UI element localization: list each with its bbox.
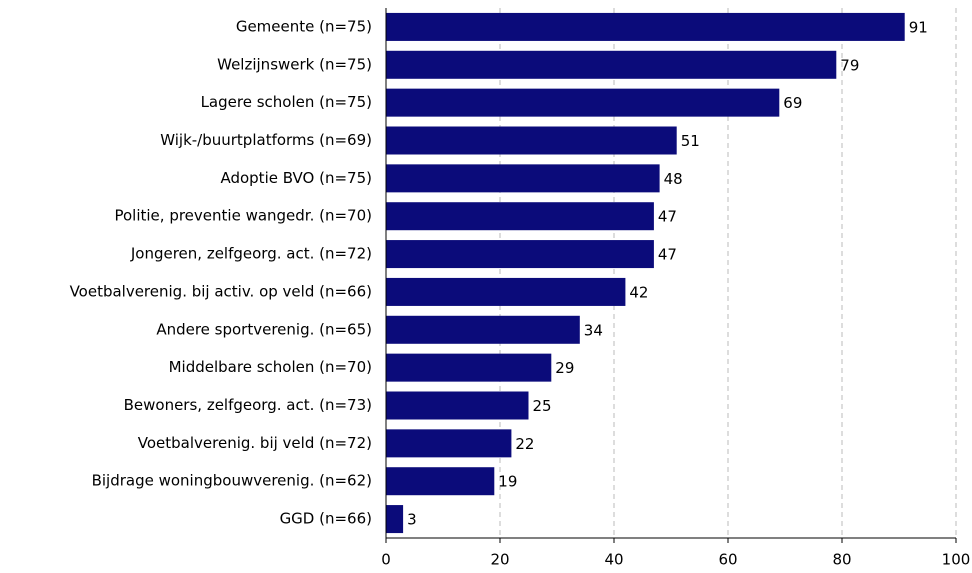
- bar: [386, 353, 552, 382]
- bar: [386, 202, 654, 231]
- y-tick-label: Bewoners, zelfgeorg. act. (n=73): [124, 396, 372, 414]
- data-label: 19: [498, 473, 517, 491]
- data-label: 3: [407, 511, 417, 529]
- x-tick-label: 80: [832, 551, 851, 569]
- bar: [386, 164, 660, 193]
- y-tick-label: Adoptie BVO (n=75): [220, 169, 372, 187]
- data-label: 48: [664, 170, 683, 188]
- y-tick-label: GGD (n=66): [280, 510, 372, 528]
- y-tick-label: Wijk-/buurtplatforms (n=69): [160, 131, 372, 149]
- bar: [386, 505, 404, 534]
- y-tick-label: Middelbare scholen (n=70): [169, 358, 372, 376]
- data-label: 29: [555, 359, 574, 377]
- data-label: 51: [681, 132, 700, 150]
- bar: [386, 126, 677, 155]
- x-tick-label: 0: [381, 551, 391, 569]
- data-label: 25: [533, 397, 552, 415]
- bar: [386, 240, 654, 269]
- y-tick-label: Voetbalverenig. bij veld (n=72): [138, 434, 372, 452]
- y-tick-label: Andere sportverenig. (n=65): [156, 320, 372, 338]
- y-tick-label: Politie, preventie wangedr. (n=70): [114, 207, 372, 225]
- bar: [386, 391, 529, 420]
- data-label: 47: [658, 246, 677, 264]
- y-tick-label: Lagere scholen (n=75): [201, 93, 372, 111]
- data-label: 22: [515, 435, 534, 453]
- bar: [386, 50, 837, 79]
- x-tick-label: 60: [718, 551, 737, 569]
- bar: [386, 467, 495, 496]
- bar: [386, 88, 780, 117]
- data-label: 34: [584, 321, 603, 339]
- data-label: 79: [840, 56, 859, 74]
- x-tick-label: 20: [490, 551, 509, 569]
- bar: [386, 315, 580, 344]
- bar: [386, 429, 512, 458]
- y-tick-label: Voetbalverenig. bij activ. op veld (n=66…: [70, 282, 372, 300]
- bar: [386, 12, 905, 41]
- x-tick-label: 40: [604, 551, 623, 569]
- y-tick-label: Bijdrage woningbouwverenig. (n=62): [92, 472, 372, 490]
- x-tick-label: 100: [942, 551, 971, 569]
- data-label: 91: [909, 18, 928, 36]
- bar: [386, 277, 626, 306]
- y-tick-label: Gemeente (n=75): [236, 17, 372, 35]
- y-tick-label: Jongeren, zelfgeorg. act. (n=72): [130, 245, 372, 263]
- data-label: 47: [658, 208, 677, 226]
- data-label: 42: [629, 283, 648, 301]
- y-tick-label: Welzijnswerk (n=75): [217, 55, 372, 73]
- data-label: 69: [783, 94, 802, 112]
